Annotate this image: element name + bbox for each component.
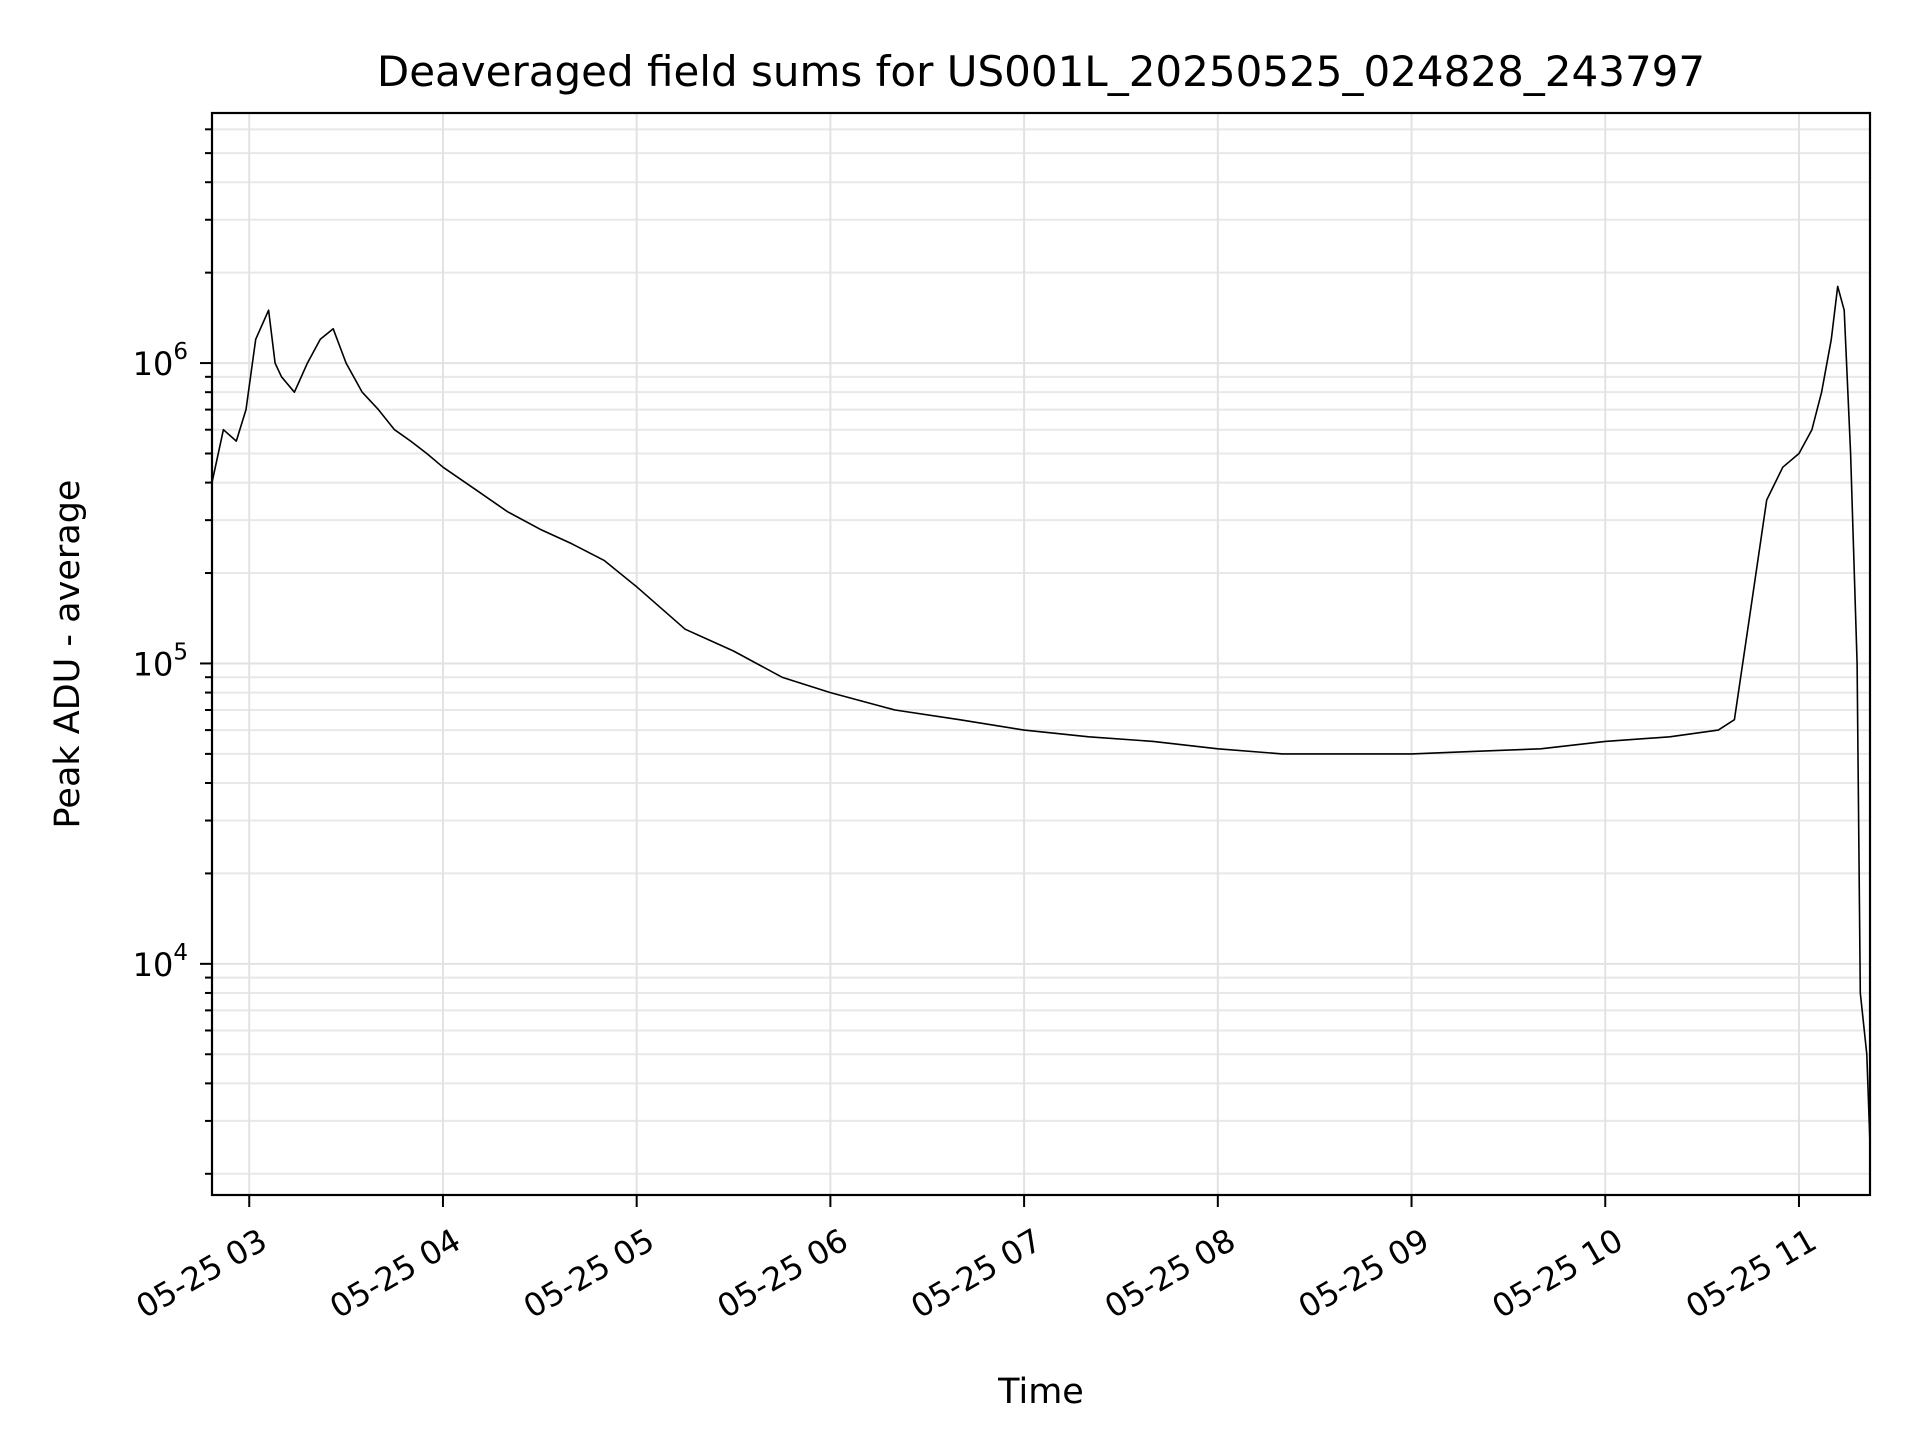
x-tick-label: 05-25 08	[1098, 1221, 1242, 1326]
x-tick-label: 05-25 11	[1679, 1221, 1823, 1326]
x-tick-label: 05-25 10	[1486, 1221, 1630, 1326]
chart-title: Deaveraged field sums for US001L_2025052…	[377, 47, 1705, 96]
series-line	[211, 285, 1871, 1145]
y-tick-label: 105	[133, 639, 188, 683]
x-tick-label: 05-25 03	[130, 1221, 274, 1326]
y-tick-label-exponent: 6	[173, 339, 188, 365]
y-tick-label-exponent: 4	[173, 940, 188, 966]
x-tick-label: 05-25 07	[905, 1221, 1049, 1326]
x-tick-label: 05-25 09	[1292, 1221, 1436, 1326]
y-tick-label-base: 10	[133, 645, 174, 683]
y-tick-label: 104	[133, 940, 188, 984]
grid-lines	[212, 113, 1870, 1195]
y-tick-label-base: 10	[133, 946, 174, 984]
x-axis-label: Time	[997, 1372, 1084, 1412]
x-tick-label: 05-25 04	[323, 1221, 467, 1326]
y-tick-label-base: 10	[133, 345, 174, 383]
y-tick-label-exponent: 5	[173, 639, 188, 665]
plot-frame	[210, 111, 1872, 1197]
y-axis-label: Peak ADU - average	[48, 480, 88, 829]
y-tick-label: 106	[133, 339, 188, 383]
x-tick-label: 05-25 06	[711, 1221, 855, 1326]
x-tick-label: 05-25 05	[517, 1221, 661, 1326]
